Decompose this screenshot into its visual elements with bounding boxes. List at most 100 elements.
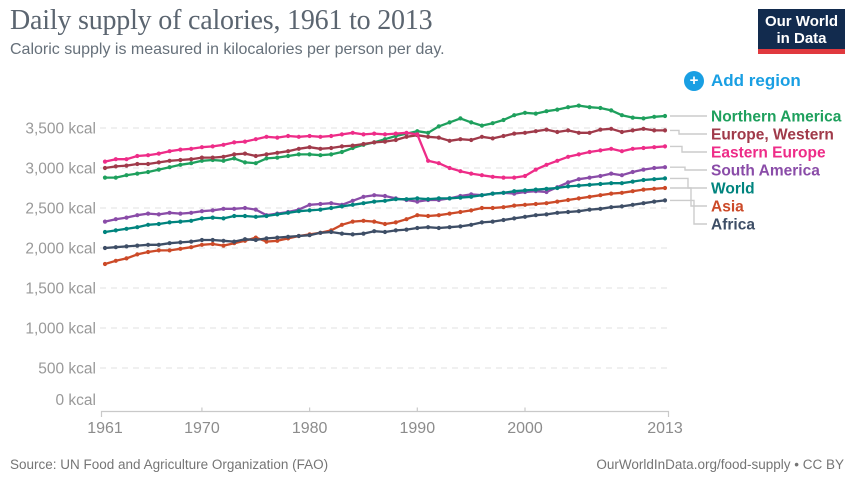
data-point[interactable]	[329, 152, 334, 157]
data-point[interactable]	[167, 241, 172, 246]
data-point[interactable]	[415, 196, 420, 201]
data-point[interactable]	[641, 177, 646, 183]
legend-label-south-america[interactable]: South America	[711, 163, 820, 180]
data-point[interactable]	[361, 141, 366, 147]
data-point[interactable]	[533, 129, 538, 134]
data-point[interactable]	[382, 132, 388, 137]
data-point[interactable]	[512, 175, 517, 180]
data-point[interactable]	[662, 128, 668, 133]
data-point[interactable]	[533, 111, 538, 116]
data-point[interactable]	[275, 150, 280, 155]
data-point[interactable]	[286, 149, 291, 154]
data-point[interactable]	[490, 205, 495, 211]
data-point[interactable]	[167, 248, 172, 253]
data-point[interactable]	[652, 128, 657, 133]
data-point[interactable]	[479, 123, 484, 128]
data-point[interactable]	[609, 108, 614, 113]
data-point[interactable]	[210, 215, 215, 220]
data-point[interactable]	[339, 222, 344, 227]
data-point[interactable]	[490, 191, 495, 196]
data-point[interactable]	[469, 222, 474, 227]
data-point[interactable]	[286, 153, 291, 159]
data-point[interactable]	[102, 175, 108, 180]
data-point[interactable]	[275, 212, 280, 217]
data-point[interactable]	[490, 136, 495, 141]
data-point[interactable]	[221, 243, 226, 248]
data-point[interactable]	[652, 186, 657, 191]
data-point[interactable]	[501, 117, 506, 123]
data-point[interactable]	[393, 228, 398, 233]
data-point[interactable]	[652, 114, 657, 119]
data-point[interactable]	[210, 208, 215, 213]
data-point[interactable]	[415, 199, 420, 204]
data-point[interactable]	[102, 261, 108, 267]
data-point[interactable]	[232, 156, 237, 161]
data-point[interactable]	[598, 206, 603, 211]
data-point[interactable]	[329, 145, 334, 151]
data-point[interactable]	[436, 196, 441, 201]
data-point[interactable]	[404, 130, 409, 135]
data-point[interactable]	[630, 202, 635, 207]
data-point[interactable]	[652, 165, 657, 171]
data-point[interactable]	[512, 113, 517, 118]
data-point[interactable]	[189, 239, 194, 244]
data-point[interactable]	[210, 237, 215, 243]
data-point[interactable]	[619, 181, 625, 186]
data-point[interactable]	[124, 226, 129, 231]
data-point[interactable]	[296, 146, 301, 151]
data-point[interactable]	[436, 213, 441, 218]
data-point[interactable]	[630, 169, 635, 175]
data-point[interactable]	[178, 211, 183, 216]
data-point[interactable]	[630, 115, 635, 120]
data-point[interactable]	[318, 207, 323, 212]
data-point[interactable]	[329, 133, 334, 139]
data-point[interactable]	[382, 139, 388, 144]
data-point[interactable]	[566, 184, 571, 189]
data-point[interactable]	[189, 157, 194, 162]
data-point[interactable]	[566, 180, 571, 185]
data-point[interactable]	[135, 171, 140, 176]
data-point[interactable]	[350, 219, 355, 224]
data-point[interactable]	[587, 194, 592, 199]
data-point[interactable]	[598, 127, 603, 132]
data-point[interactable]	[630, 179, 635, 184]
data-point[interactable]	[199, 155, 204, 160]
data-point[interactable]	[232, 239, 237, 244]
data-point[interactable]	[426, 197, 431, 202]
data-point[interactable]	[113, 245, 118, 250]
data-point[interactable]	[566, 154, 571, 159]
data-point[interactable]	[286, 234, 291, 239]
data-point[interactable]	[146, 211, 151, 216]
data-point[interactable]	[361, 218, 366, 223]
data-point[interactable]	[350, 232, 355, 237]
data-point[interactable]	[544, 201, 549, 206]
data-point[interactable]	[275, 235, 280, 240]
data-point[interactable]	[404, 197, 409, 202]
data-point[interactable]	[189, 218, 194, 223]
data-point[interactable]	[436, 135, 441, 140]
data-point[interactable]	[167, 158, 172, 163]
data-point[interactable]	[113, 175, 118, 180]
data-point[interactable]	[609, 205, 614, 210]
data-point[interactable]	[178, 162, 183, 167]
data-point[interactable]	[350, 130, 355, 135]
data-point[interactable]	[490, 121, 495, 126]
data-point[interactable]	[135, 161, 140, 167]
data-point[interactable]	[232, 206, 237, 211]
data-point[interactable]	[167, 165, 172, 170]
data-point[interactable]	[253, 153, 258, 159]
data-point[interactable]	[242, 160, 248, 165]
data-point[interactable]	[307, 145, 312, 150]
data-point[interactable]	[221, 154, 226, 159]
data-point[interactable]	[232, 213, 237, 219]
data-point[interactable]	[447, 196, 452, 201]
data-point[interactable]	[296, 209, 301, 214]
data-point[interactable]	[210, 144, 215, 149]
data-point[interactable]	[339, 132, 344, 137]
data-point[interactable]	[178, 219, 183, 224]
data-point[interactable]	[641, 116, 646, 121]
legend-label-europe-western[interactable]: Europe, Western	[711, 127, 834, 144]
data-point[interactable]	[501, 190, 506, 195]
data-point[interactable]	[555, 158, 560, 163]
data-point[interactable]	[458, 116, 463, 121]
